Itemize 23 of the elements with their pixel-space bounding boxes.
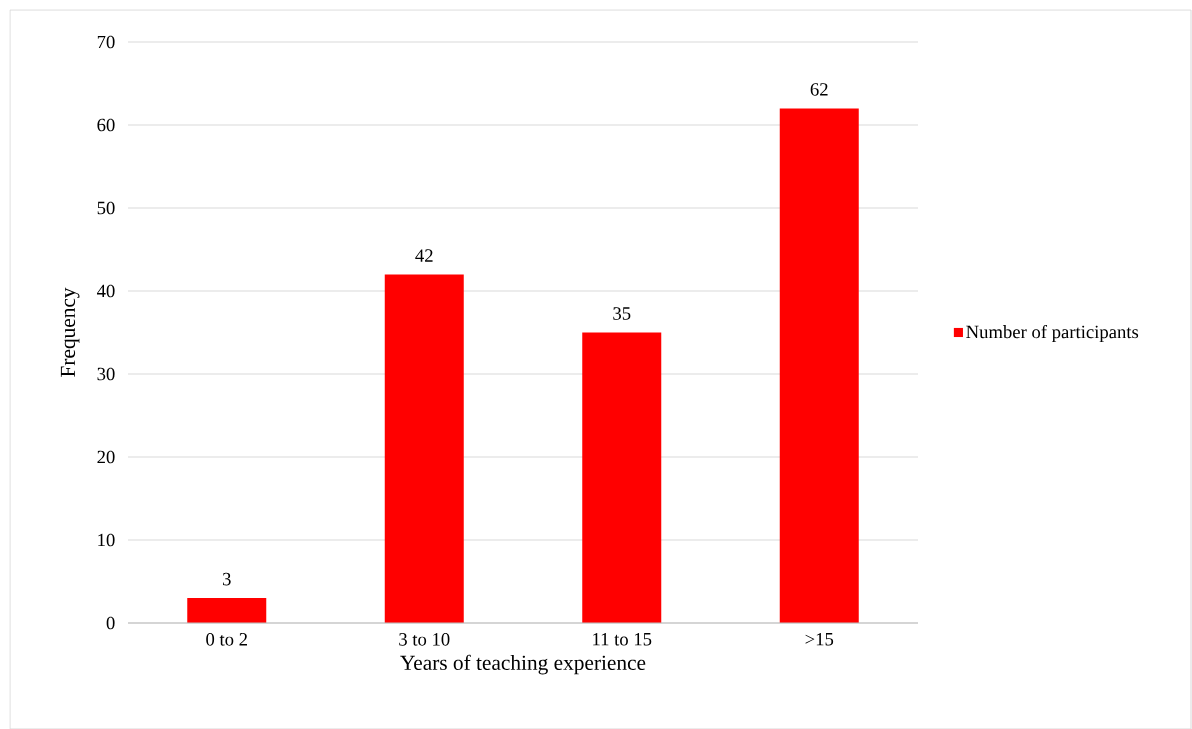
x-tick-label: 3 to 10	[399, 632, 450, 646]
data-label: 3	[222, 572, 231, 586]
x-tick-label: 0 to 2	[206, 632, 247, 646]
y-tick-label: 30	[97, 367, 115, 381]
bar	[779, 108, 859, 623]
x-axis-title: Years of teaching experience	[400, 654, 646, 675]
y-tick-label: 40	[96, 284, 115, 298]
bar	[582, 332, 662, 623]
y-tick-label: 60	[97, 118, 115, 132]
y-tick-label: 50	[97, 201, 115, 215]
data-label: 42	[415, 249, 433, 262]
data-label: 35	[613, 307, 631, 320]
y-tick-label: 0	[106, 616, 115, 630]
data-label: 62	[810, 82, 828, 96]
bar	[187, 597, 267, 623]
legend-label: Number of participants	[966, 324, 1139, 342]
y-tick-label: 70	[97, 35, 115, 49]
x-tick-label: 11 to 15	[593, 632, 652, 646]
y-tick-label: 20	[97, 450, 115, 464]
x-tick-label: >15	[805, 632, 834, 646]
bar	[384, 274, 464, 623]
y-tick-label: 10	[98, 533, 115, 547]
y-axis-title: Frequency	[60, 287, 80, 377]
